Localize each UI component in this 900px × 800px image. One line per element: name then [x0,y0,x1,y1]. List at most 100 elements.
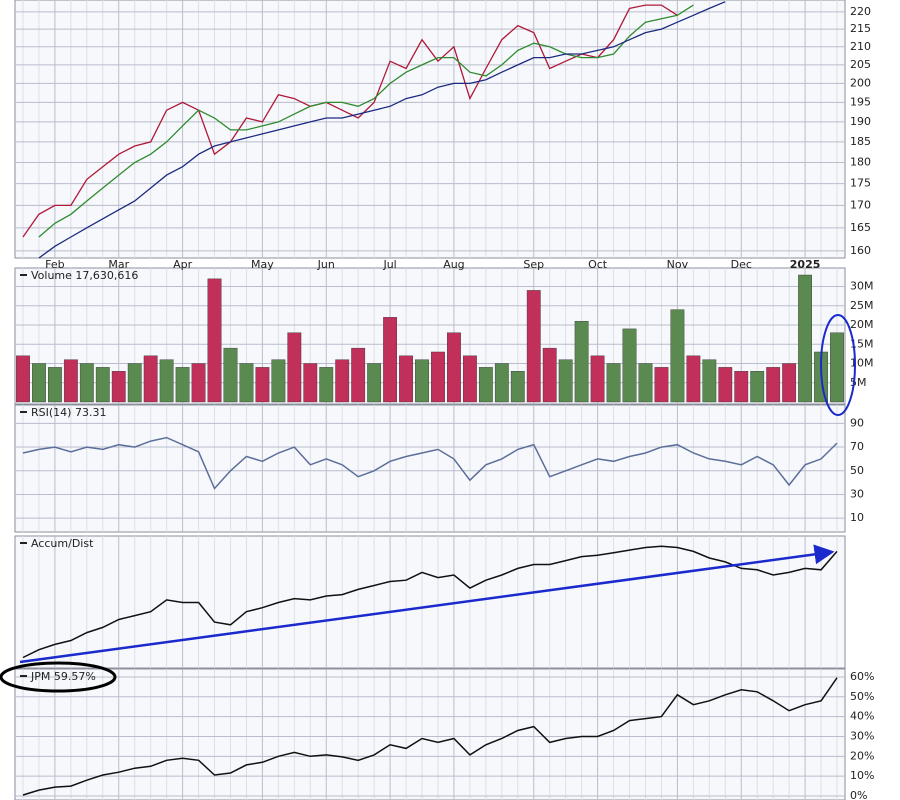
y-tick-label: 215 [850,22,871,35]
y-tick-label: 20% [850,749,874,762]
x-tick-label: May [251,258,274,271]
volume-bar [638,363,653,403]
volume-bar [351,347,366,403]
volume-bar [622,328,637,403]
y-tick-label: 50 [850,464,864,477]
x-tick-label: 2025 [790,258,821,271]
y-tick-label: 20M [850,318,874,331]
volume-bar [447,332,461,403]
panel-title: Accum/Dist [31,537,94,550]
panel [14,535,846,669]
panel-title: RSI(14) 73.31 [31,406,106,419]
y-tick-label: 220 [850,5,871,18]
volume-bar [175,367,190,403]
volume-bar [798,274,813,403]
volume-bar [127,363,142,403]
volume-bar [686,355,701,403]
volume-bar [335,359,350,403]
volume-bar [143,355,158,403]
volume-bar [766,367,781,403]
y-tick-label: 185 [850,135,871,148]
x-tick-label: Mar [108,258,129,271]
y-tick-label: 10% [850,769,874,782]
panel [14,668,846,800]
y-tick-label: 0% [850,789,867,800]
volume-bar [79,363,94,403]
volume-bar [287,332,302,403]
volume-bar [111,371,126,403]
volume-bar [239,363,254,403]
volume-bar [830,332,844,403]
panel-title: JPM 59.57% [30,670,96,683]
volume-bar [415,359,429,403]
volume-bar [510,371,525,403]
volume-bar [734,371,749,403]
x-tick-label: Aug [443,258,464,271]
volume-bar [718,367,733,403]
x-tick-label: Feb [45,258,64,271]
y-tick-label: 10 [850,511,864,524]
series-line [38,1,726,259]
volume-bar [95,367,110,403]
volume-bar [207,278,222,403]
volume-bar [48,367,62,403]
y-tick-label: 210 [850,40,871,53]
volume-bar [526,290,541,403]
legend-swatch [20,542,27,544]
legend-swatch [20,274,27,276]
volume-bar [606,363,621,403]
volume-bar [367,363,382,403]
highlight-ellipse [0,661,117,693]
y-tick-label: 190 [850,115,871,128]
y-tick-label: 10M [850,357,874,370]
volume-bar [255,367,270,403]
volume-bar [399,355,413,403]
y-tick-label: 70 [850,440,864,453]
series-line [22,677,838,796]
y-tick-label: 25M [850,299,874,312]
panel [14,404,846,533]
series-line [22,4,678,238]
series-line [22,436,838,490]
y-tick-label: 90 [850,416,864,429]
volume-bar [463,355,477,403]
y-tick-label: 180 [850,156,871,169]
panel-title: Volume 17,630,616 [31,269,138,282]
y-tick-label: 50% [850,690,874,703]
volume-bar [750,371,765,403]
volume-bar [558,359,573,403]
volume-bar [271,359,286,403]
y-tick-label: 165 [850,221,871,234]
highlight-ellipse [820,314,856,416]
y-tick-label: 30% [850,729,874,742]
y-tick-label: 160 [850,244,871,257]
trend-arrow [19,544,835,664]
y-tick-label: 60% [850,670,874,683]
volume-bar [319,367,334,403]
x-tick-label: Nov [667,258,689,271]
x-tick-label: Dec [731,258,752,271]
x-tick-label: Sep [523,258,544,271]
x-tick-label: Jul [382,258,396,271]
y-tick-label: 40% [850,710,874,723]
x-tick-label: Oct [588,258,608,271]
volume-bar [159,359,174,403]
volume-bar [670,309,685,403]
y-tick-label: 175 [850,177,871,190]
volume-bar [431,351,445,403]
y-tick-label: 200 [850,76,871,89]
volume-bar [494,363,509,403]
series-line [22,545,838,659]
volume-bar [16,355,30,403]
x-tick-label: Apr [173,258,193,271]
volume-bar [574,320,589,403]
volume-bar [303,363,318,403]
y-tick-label: 195 [850,95,871,108]
legend-swatch [20,675,27,677]
volume-bar [383,317,397,403]
volume-bar [63,359,78,403]
volume-bar [542,347,557,403]
volume-bar [782,363,797,403]
y-tick-label: 30 [850,487,864,500]
volume-bar [478,367,493,403]
